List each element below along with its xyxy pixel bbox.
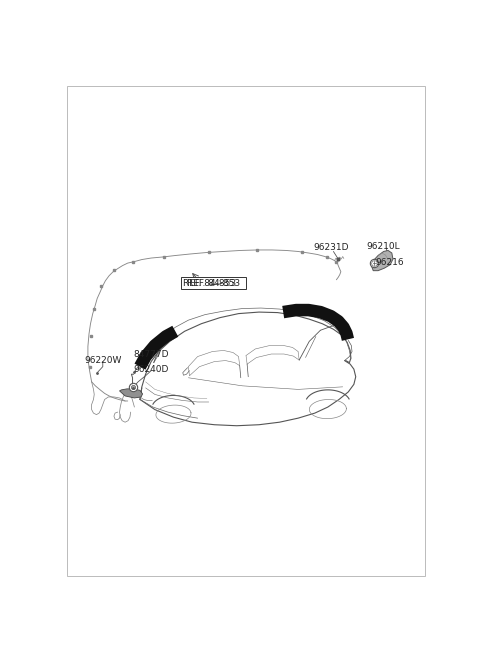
Text: 96216: 96216 — [375, 258, 404, 266]
Text: 96231D: 96231D — [314, 243, 349, 253]
Polygon shape — [372, 251, 393, 271]
Text: 96220W: 96220W — [84, 356, 121, 365]
Polygon shape — [120, 389, 143, 398]
Text: REF. 84-853: REF. 84-853 — [187, 279, 240, 288]
Text: REF. 84-853: REF. 84-853 — [183, 279, 236, 288]
FancyBboxPatch shape — [181, 277, 246, 289]
Text: 96240D: 96240D — [133, 365, 169, 374]
Text: 96210L: 96210L — [367, 242, 400, 251]
Text: 84777D: 84777D — [133, 350, 169, 359]
